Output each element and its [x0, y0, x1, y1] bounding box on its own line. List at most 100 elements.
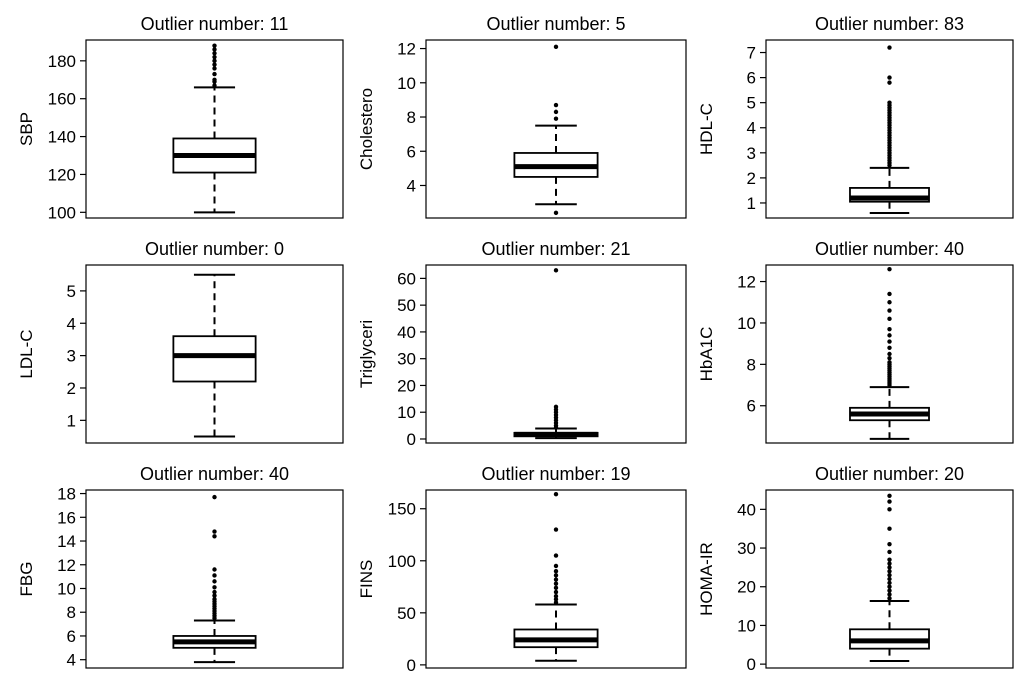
y-tick-label: 100: [48, 203, 76, 222]
y-axis-label: LDL-C: [17, 329, 36, 378]
outlier-point: [553, 573, 559, 578]
outlier-point: [212, 529, 217, 534]
y-axis-label: HDL-C: [697, 103, 716, 155]
outlier-point: [212, 494, 217, 500]
box-plot-9: Outlier number: 20 HOMA-IR 0 10 20 30 40: [697, 464, 1014, 673]
outlier-point: [212, 66, 217, 71]
plot-frame: [85, 39, 344, 219]
outlier-point: [887, 561, 892, 566]
y-tick-label: 0: [407, 430, 416, 449]
y-tick-label: 5: [67, 282, 76, 301]
plot-frame: [765, 489, 1014, 669]
y-tick-label: 7: [747, 44, 756, 63]
outlier-point: [553, 585, 559, 591]
outlier-point: [887, 75, 892, 80]
y-axis-label: Triglyceri: [357, 320, 376, 388]
outlier-point: [553, 593, 559, 599]
y-tick-label: 18: [57, 485, 76, 504]
iqr-box: [172, 335, 257, 383]
chart-title: Outlier number: 19: [481, 464, 630, 484]
y-tick-label: 1: [747, 194, 756, 213]
outlier-point: [553, 491, 559, 497]
y-tick-label: 2: [67, 379, 76, 398]
outlier-point: [212, 43, 217, 48]
y-tick-label: 10: [57, 579, 76, 598]
y-tick-label: 180: [48, 52, 76, 71]
y-tick-label: 16: [57, 508, 76, 527]
y-tick-label: 20: [397, 376, 416, 395]
y-tick-label: 8: [67, 603, 76, 622]
chart-title: Outlier number: 21: [481, 239, 630, 259]
outlier-point: [553, 577, 559, 582]
y-tick-label: 6: [747, 397, 756, 416]
outlier-point: [887, 360, 892, 365]
y-tick-label: 50: [397, 604, 416, 623]
outlier-point: [887, 300, 892, 305]
y-tick-label: 12: [397, 40, 416, 59]
y-tick-label: 0: [747, 655, 756, 673]
outlier-point: [553, 268, 559, 273]
outlier-point: [553, 581, 559, 586]
y-tick-label: 140: [48, 128, 76, 147]
y-tick-label: 4: [67, 314, 76, 333]
box-plot-1: Outlier number: 11 SBP 100 120 140 160 180: [17, 14, 344, 222]
outlier-point: [553, 563, 559, 569]
chart-title: Outlier number: 40: [815, 239, 964, 259]
outlier-point: [887, 80, 892, 85]
outlier-point: [887, 569, 892, 574]
y-tick-label: 10: [397, 403, 416, 422]
outlier-point: [887, 333, 892, 338]
y-axis-label: Cholestero: [357, 88, 376, 170]
outlier-point: [212, 47, 217, 52]
y-tick-label: 3: [67, 347, 76, 366]
outlier-point: [887, 326, 892, 332]
outlier-point: [553, 553, 559, 558]
y-axis-label: SBP: [17, 112, 36, 146]
outlier-point: [553, 597, 559, 602]
y-tick-label: 5: [747, 94, 756, 113]
y-tick-label: 14: [57, 532, 76, 551]
outlier-point: [887, 549, 892, 555]
chart-title: Outlier number: 5: [486, 14, 625, 34]
outlier-point: [887, 291, 892, 297]
outlier-point: [212, 54, 217, 60]
box-plot-8: Outlier number: 19 FINS 0 50 100 150: [357, 464, 687, 673]
outlier-point: [553, 116, 559, 121]
y-tick-label: 6: [67, 627, 76, 646]
outlier-point: [887, 596, 892, 601]
outlier-point: [212, 596, 217, 602]
plot-frame: [765, 39, 1014, 219]
y-tick-label: 40: [737, 500, 756, 519]
y-axis-label: HOMA-IR: [697, 542, 716, 616]
y-tick-label: 12: [737, 273, 756, 292]
outlier-point: [212, 579, 217, 584]
plot-frame: [765, 264, 1014, 444]
y-tick-label: 4: [67, 651, 76, 670]
y-tick-label: 8: [747, 355, 756, 374]
y-tick-label: 10: [397, 74, 416, 93]
y-tick-label: 100: [388, 552, 416, 571]
outlier-point: [887, 339, 892, 344]
chart-title: Outlier number: 20: [815, 464, 964, 484]
outlier-point: [212, 534, 217, 539]
outlier-point: [887, 592, 892, 597]
outlier-point: [553, 210, 559, 216]
outlier-point: [553, 600, 559, 605]
box-plot-7: Outlier number: 40 FBG 4 6 8 10 12 14 16 18: [17, 464, 344, 670]
y-tick-label: 4: [747, 119, 756, 138]
outlier-point: [887, 100, 892, 105]
outlier-point: [553, 404, 559, 410]
outlier-point: [887, 493, 892, 499]
chart-title: Outlier number: 83: [815, 14, 964, 34]
y-axis-label: FBG: [17, 562, 36, 597]
y-tick-label: 3: [747, 144, 756, 163]
outlier-point: [887, 572, 892, 578]
outlier-point: [887, 584, 892, 589]
box-plot-6: Outlier number: 40 HbA1C 6 8 10 12: [697, 239, 1014, 444]
y-tick-label: 12: [57, 556, 76, 575]
plot-frame: [425, 39, 687, 219]
chart-title: Outlier number: 11: [141, 14, 289, 34]
outlier-point: [887, 355, 892, 361]
outlier-point: [553, 589, 559, 595]
